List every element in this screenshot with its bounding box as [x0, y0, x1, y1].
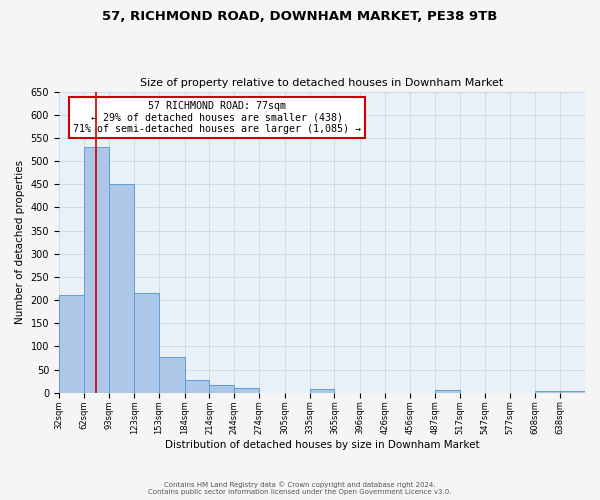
- Bar: [185, 380, 209, 393]
- Bar: [310, 388, 334, 393]
- X-axis label: Distribution of detached houses by size in Downham Market: Distribution of detached houses by size …: [164, 440, 479, 450]
- Bar: [59, 296, 84, 393]
- Bar: [535, 391, 560, 393]
- Bar: [234, 388, 259, 393]
- Bar: [159, 356, 185, 393]
- Bar: [435, 390, 460, 393]
- Bar: [134, 293, 159, 393]
- Bar: [209, 385, 234, 393]
- Y-axis label: Number of detached properties: Number of detached properties: [15, 160, 25, 324]
- Title: Size of property relative to detached houses in Downham Market: Size of property relative to detached ho…: [140, 78, 503, 88]
- Text: Contains HM Land Registry data © Crown copyright and database right 2024.
Contai: Contains HM Land Registry data © Crown c…: [148, 482, 452, 495]
- Text: 57 RICHMOND ROAD: 77sqm
← 29% of detached houses are smaller (438)
71% of semi-d: 57 RICHMOND ROAD: 77sqm ← 29% of detache…: [73, 100, 361, 134]
- Bar: [560, 391, 585, 393]
- Text: 57, RICHMOND ROAD, DOWNHAM MARKET, PE38 9TB: 57, RICHMOND ROAD, DOWNHAM MARKET, PE38 …: [103, 10, 497, 23]
- Bar: [109, 184, 134, 393]
- Bar: [84, 147, 109, 393]
